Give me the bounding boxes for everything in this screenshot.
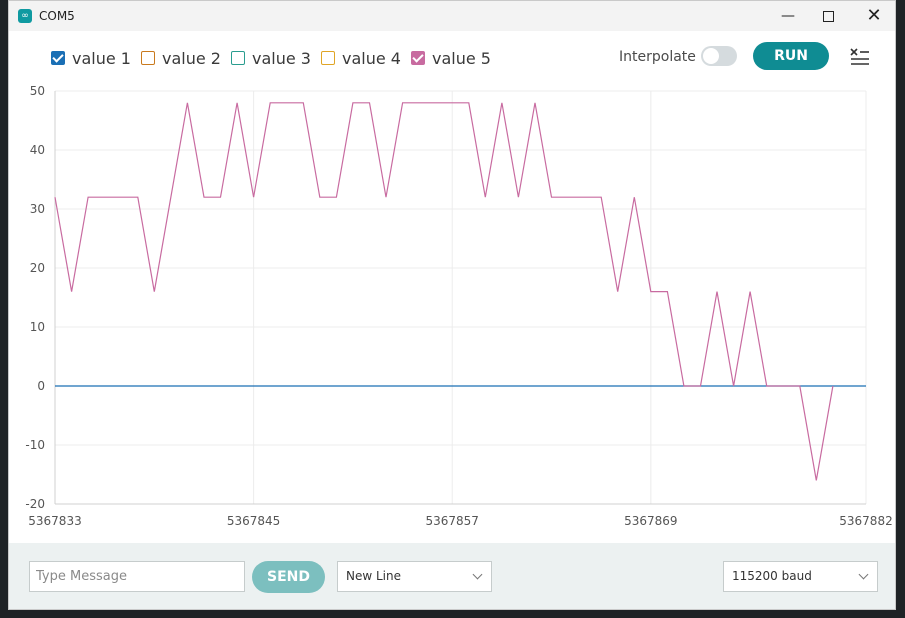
line-ending-value: New Line (346, 569, 401, 583)
baud-rate-select[interactable]: 115200 baud (723, 561, 878, 592)
close-button[interactable]: ✕ (866, 5, 882, 26)
maximize-button[interactable] (805, 1, 851, 31)
series-label: value 4 (342, 48, 401, 68)
message-input[interactable] (29, 561, 245, 592)
y-tick-label: 30 (30, 202, 45, 216)
x-tick-label: 5367857 (425, 514, 478, 528)
checkbox-unchecked-icon (321, 51, 335, 65)
y-tick-label: 50 (30, 84, 45, 98)
minimize-button[interactable]: — (781, 8, 795, 24)
y-tick-label: 10 (30, 320, 45, 334)
serial-plotter-window: ∞ COM5 — ✕ value 1 value 2 value 3 value… (8, 0, 896, 610)
x-tick-label: 5367869 (624, 514, 677, 528)
series-label: value 5 (432, 48, 491, 68)
chevron-down-icon (858, 569, 869, 580)
y-tick-label: 0 (37, 379, 45, 393)
series-checkbox-value-1[interactable]: value 1 (51, 48, 131, 68)
series-checkbox-value-4[interactable]: value 4 (321, 48, 401, 68)
plotter-toolbar: value 1 value 2 value 3 value 4 value 5 … (9, 41, 895, 73)
interpolate-toggle[interactable] (701, 46, 737, 66)
x-tick-label: 5367833 (28, 514, 81, 528)
checkbox-checked-icon (51, 51, 65, 65)
series-checkbox-value-5[interactable]: value 5 (411, 48, 491, 68)
y-tick-label: -10 (25, 438, 45, 452)
series-label: value 2 (162, 48, 221, 68)
serial-plot-chart: 50 40 30 20 10 0 -10 -20 5367833 5367845 5367857 53… (25, 84, 892, 528)
x-tick-label: 5367845 (227, 514, 280, 528)
series-line (54, 102, 834, 481)
y-tick-label: 40 (30, 143, 45, 157)
y-tick-label: 20 (30, 261, 45, 275)
series-label: value 3 (252, 48, 311, 68)
checkbox-unchecked-icon (141, 51, 155, 65)
series-label: value 1 (72, 48, 131, 68)
series-checkbox-value-2[interactable]: value 2 (141, 48, 221, 68)
arduino-app-icon: ∞ (18, 9, 32, 23)
x-tick-label: 5367882 (839, 514, 892, 528)
line-ending-select[interactable]: New Line (337, 561, 492, 592)
send-button[interactable]: SEND (252, 561, 325, 593)
window-title: COM5 (39, 9, 75, 23)
run-button[interactable]: RUN (753, 42, 829, 70)
maximize-icon (822, 10, 834, 22)
clear-list-icon[interactable] (849, 46, 871, 66)
y-tick-label: -20 (25, 497, 45, 511)
chevron-down-icon (472, 569, 483, 580)
baud-rate-value: 115200 baud (732, 569, 812, 583)
checkbox-checked-icon (411, 51, 425, 65)
title-bar: ∞ COM5 — ✕ (9, 1, 895, 31)
checkbox-unchecked-icon (231, 51, 245, 65)
series-checkbox-value-3[interactable]: value 3 (231, 48, 311, 68)
interpolate-label: Interpolate (619, 49, 696, 65)
message-bar: SEND New Line 115200 baud (9, 543, 895, 609)
